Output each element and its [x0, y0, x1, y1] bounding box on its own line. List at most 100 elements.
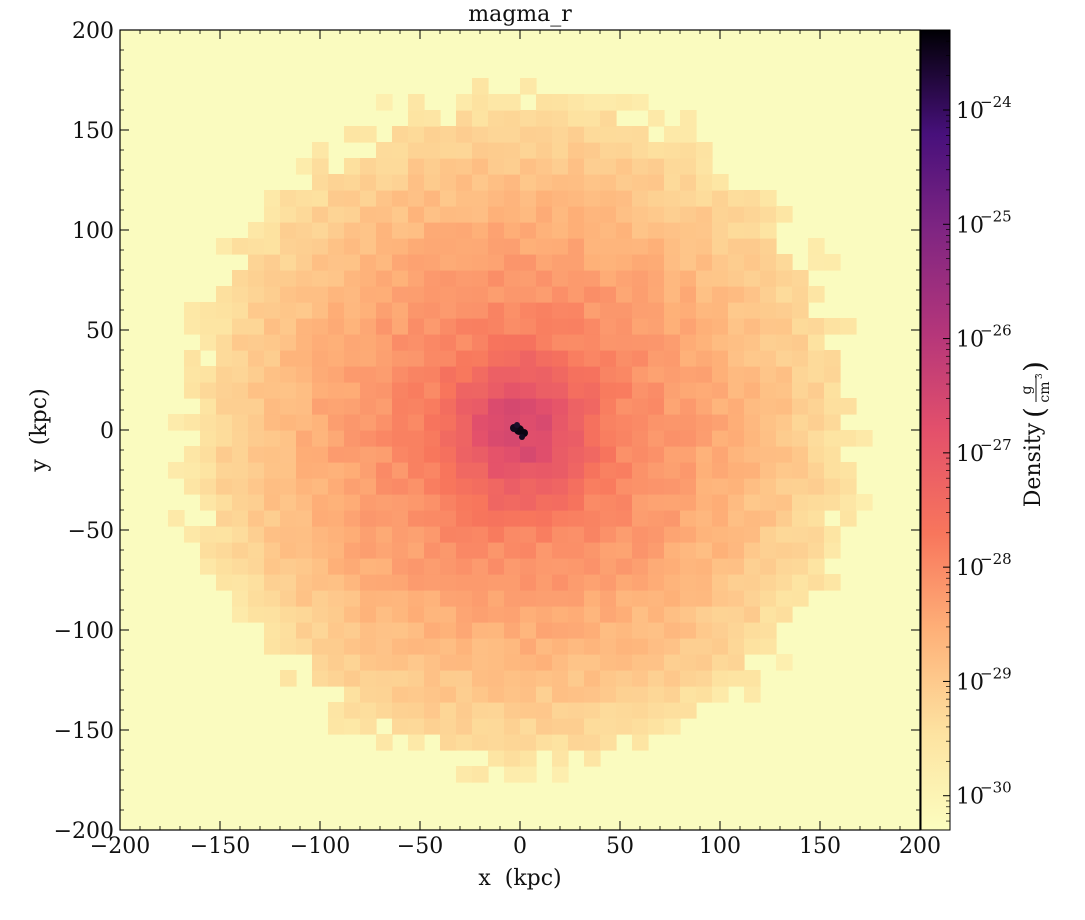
heatmap-cell [568, 654, 585, 671]
heatmap-cell [616, 190, 633, 207]
heatmap-cell [216, 462, 233, 479]
heatmap-cell [680, 446, 697, 463]
heatmap-cell [248, 366, 265, 383]
heatmap-cell [568, 238, 585, 255]
heatmap-cell [584, 126, 601, 143]
heatmap-cell [584, 318, 601, 335]
heatmap-cell [232, 478, 249, 495]
heatmap-cell [744, 238, 761, 255]
heatmap-cell [648, 110, 665, 127]
heatmap-cell [296, 222, 313, 239]
heatmap-cell [632, 318, 649, 335]
heatmap-cell [632, 542, 649, 559]
heatmap-cell [808, 462, 825, 479]
heatmap-cell [456, 126, 473, 143]
heatmap-cell [712, 414, 729, 431]
heatmap-cell [296, 158, 313, 175]
heatmap-cell [360, 302, 377, 319]
heatmap-cell [424, 702, 441, 719]
heatmap-cell [648, 638, 665, 655]
x-tick-label: 50 [606, 834, 634, 859]
heatmap-cell [504, 222, 521, 239]
heatmap-cell [616, 94, 633, 111]
y-tick-label: 100 [72, 219, 114, 244]
heatmap-cell [456, 542, 473, 559]
heatmap-cell [760, 350, 777, 367]
heatmap-cell [776, 574, 793, 591]
heatmap-cell [488, 350, 505, 367]
heatmap-cell [312, 190, 329, 207]
heatmap-cell [536, 286, 553, 303]
heatmap-cell [472, 702, 489, 719]
heatmap-cell [248, 254, 265, 271]
heatmap-cell [360, 654, 377, 671]
heatmap-cell [328, 302, 345, 319]
heatmap-cell [488, 94, 505, 111]
heatmap-cell [552, 206, 569, 223]
heatmap-cell [504, 606, 521, 623]
heatmap-cell [328, 702, 345, 719]
heatmap-cell [440, 686, 457, 703]
heatmap-cell [552, 590, 569, 607]
heatmap-cell [856, 494, 873, 511]
heatmap-cell [184, 478, 201, 495]
heatmap-cell [312, 446, 329, 463]
heatmap-cell [568, 478, 585, 495]
heatmap-cell [328, 254, 345, 271]
x-tick-label: 0 [513, 834, 527, 859]
heatmap-cell [760, 382, 777, 399]
heatmap-cell [264, 382, 281, 399]
heatmap-cell [568, 622, 585, 639]
heatmap-cell [696, 558, 713, 575]
heatmap-cell [248, 350, 265, 367]
heatmap-cell [792, 270, 809, 287]
heatmap-cell [392, 494, 409, 511]
heatmap-cell [328, 494, 345, 511]
heatmap-cell [296, 270, 313, 287]
heatmap-cell [232, 430, 249, 447]
heatmap-cell [792, 366, 809, 383]
heatmap-cell [344, 606, 361, 623]
heatmap-cell [440, 254, 457, 271]
heatmap-cell [344, 702, 361, 719]
heatmap-cell [216, 382, 233, 399]
heatmap-cell [520, 750, 537, 767]
heatmap-cell [728, 622, 745, 639]
heatmap-cell [408, 526, 425, 543]
heatmap-cell [280, 430, 297, 447]
heatmap-cell [728, 526, 745, 543]
heatmap-cell [664, 702, 681, 719]
heatmap-cell [472, 558, 489, 575]
heatmap-cell [344, 558, 361, 575]
heatmap-cell [296, 590, 313, 607]
heatmap-cell [312, 270, 329, 287]
heatmap-cell [328, 638, 345, 655]
heatmap-cell [664, 430, 681, 447]
heatmap-cell [616, 382, 633, 399]
heatmap-cell [456, 206, 473, 223]
heatmap-cell [584, 334, 601, 351]
heatmap-cell [536, 398, 553, 415]
heatmap-cell [344, 270, 361, 287]
heatmap-cell [376, 510, 393, 527]
heatmap-cell [776, 478, 793, 495]
heatmap-cell [680, 574, 697, 591]
heatmap-cell [664, 478, 681, 495]
heatmap-cell [520, 542, 537, 559]
heatmap-cell [344, 526, 361, 543]
heatmap-cell [456, 254, 473, 271]
heatmap-cell [488, 622, 505, 639]
heatmap-cell [776, 606, 793, 623]
heatmap-cell [520, 174, 537, 191]
y-tick-label: −50 [68, 519, 114, 544]
heatmap-cell [616, 686, 633, 703]
heatmap-cell [792, 430, 809, 447]
heatmap-cell [824, 462, 841, 479]
heatmap-cell [296, 494, 313, 511]
heatmap-cell [328, 366, 345, 383]
heatmap-cell [328, 574, 345, 591]
heatmap-cell [696, 670, 713, 687]
heatmap-cell [552, 366, 569, 383]
heatmap-cell [184, 382, 201, 399]
heatmap-cell [680, 222, 697, 239]
